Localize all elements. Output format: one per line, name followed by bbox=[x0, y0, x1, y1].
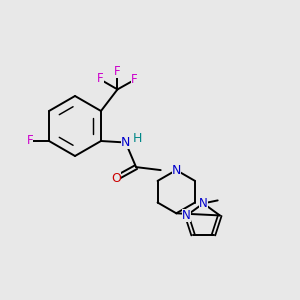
Text: F: F bbox=[97, 72, 104, 86]
Text: N: N bbox=[121, 136, 130, 149]
Text: N: N bbox=[121, 136, 130, 149]
Text: N: N bbox=[182, 209, 191, 222]
Text: F: F bbox=[97, 72, 104, 86]
Text: O: O bbox=[111, 172, 121, 185]
Text: H: H bbox=[132, 132, 142, 146]
Text: N: N bbox=[199, 197, 208, 210]
Text: O: O bbox=[111, 172, 121, 185]
Text: N: N bbox=[172, 164, 181, 177]
Text: F: F bbox=[114, 65, 121, 78]
Text: H: H bbox=[132, 132, 142, 146]
Text: F: F bbox=[131, 73, 137, 86]
Text: F: F bbox=[131, 73, 137, 86]
Text: N: N bbox=[182, 209, 191, 222]
Text: N: N bbox=[199, 197, 208, 210]
Text: F: F bbox=[26, 134, 33, 148]
Text: N: N bbox=[199, 197, 208, 210]
Text: F: F bbox=[114, 65, 121, 78]
Text: F: F bbox=[26, 134, 33, 148]
Text: N: N bbox=[172, 164, 181, 177]
